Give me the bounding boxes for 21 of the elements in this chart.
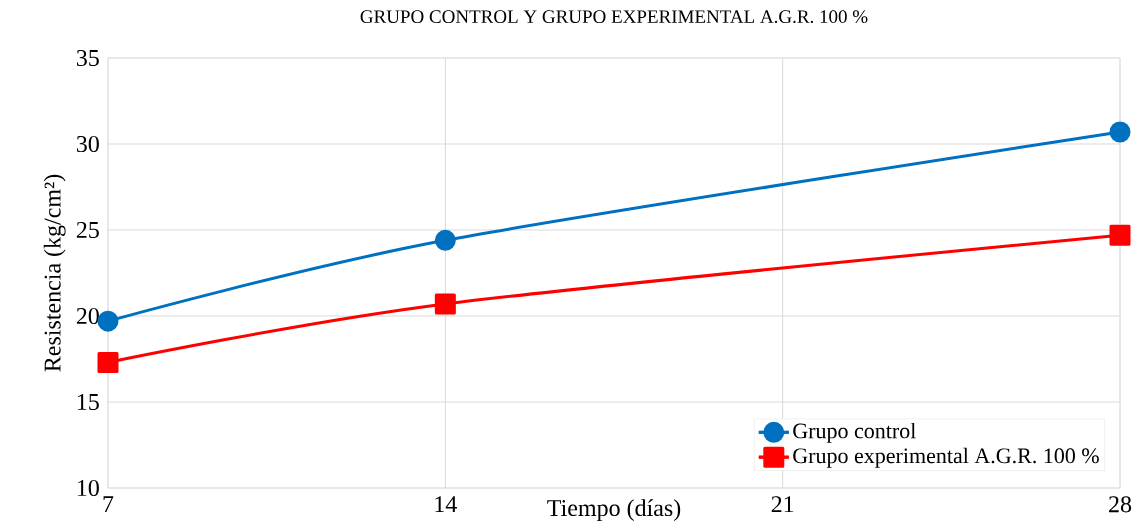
y-tick-label: 25: [76, 221, 99, 239]
legend-label: Grupo experimental A.G.R. 100 %: [793, 447, 1099, 468]
x-axis-title: Tiempo (días): [547, 499, 681, 521]
point: [434, 229, 456, 251]
x-tick-label: 21: [771, 496, 794, 513]
legend-label: Grupo control: [793, 422, 916, 443]
point: [434, 293, 456, 315]
y-tick-label: 20: [76, 307, 99, 325]
point: [1109, 224, 1131, 246]
y-axis-title: Resistencia (kg/cm²): [43, 174, 66, 372]
x-tick-label: 28: [1109, 496, 1132, 513]
chart-title: GRUPO CONTROL Y GRUPO EXPERIMENTAL A.G.R. 100 %: [360, 10, 868, 24]
y-tick-label: 10: [77, 479, 99, 497]
y-tick-label: 30: [76, 135, 99, 153]
point: [97, 351, 119, 373]
x-tick-label: 7: [103, 496, 114, 512]
y-tick-label: 35: [76, 49, 99, 67]
point: [1109, 121, 1131, 143]
x-tick-label: 14: [435, 496, 457, 513]
y-tick-label: 15: [77, 393, 99, 411]
point: [97, 310, 119, 332]
